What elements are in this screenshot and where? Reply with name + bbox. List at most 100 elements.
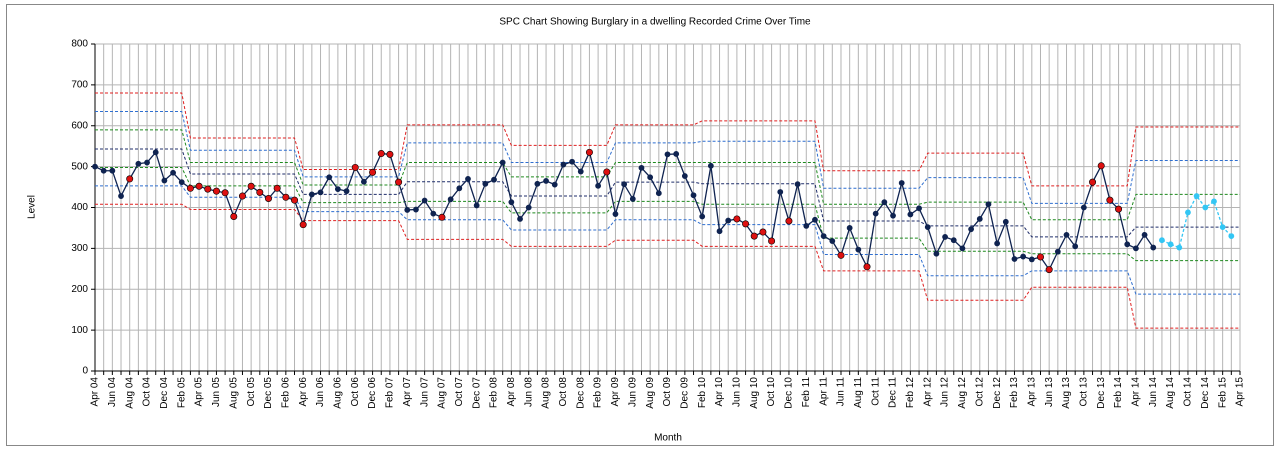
data-point bbox=[777, 189, 784, 195]
flagged-point bbox=[264, 195, 272, 203]
x-tick-label: Apr 12 bbox=[922, 377, 933, 407]
data-point bbox=[109, 167, 116, 174]
data-point bbox=[976, 216, 983, 222]
data-point bbox=[673, 151, 680, 157]
data-point bbox=[1028, 256, 1035, 263]
data-point bbox=[334, 186, 341, 193]
x-tick-label: Aug 13 bbox=[1061, 377, 1072, 409]
flagged-point bbox=[759, 228, 767, 236]
x-tick-label: Dec 10 bbox=[784, 377, 795, 409]
flagged-point bbox=[247, 182, 255, 190]
chart-title: SPC Chart Showing Burglary in a dwelling… bbox=[499, 17, 811, 28]
flagged-point bbox=[1115, 205, 1123, 213]
data-point bbox=[664, 151, 671, 158]
data-point bbox=[465, 175, 471, 182]
x-tick-label: Feb 14 bbox=[1113, 377, 1124, 409]
x-tick-label: Jun 11 bbox=[836, 377, 847, 407]
data-point bbox=[812, 216, 818, 223]
x-tick-label: Jun 10 bbox=[732, 377, 743, 407]
flagged-point bbox=[863, 263, 871, 271]
x-tick-label: Aug 06 bbox=[333, 377, 344, 409]
data-point bbox=[1133, 245, 1139, 252]
data-point bbox=[595, 182, 602, 189]
x-tick-label: Apr 11 bbox=[818, 377, 829, 406]
x-tick-label: Apr 10 bbox=[714, 377, 725, 407]
data-point bbox=[794, 181, 801, 188]
data-point bbox=[716, 228, 723, 235]
y-tick-label: 300 bbox=[71, 243, 88, 254]
data-point bbox=[456, 185, 463, 192]
flagged-point bbox=[256, 188, 264, 196]
y-tick-label: 500 bbox=[71, 161, 88, 172]
x-tick-label: Jun 04 bbox=[107, 377, 118, 407]
flagged-point bbox=[750, 232, 758, 240]
data-point bbox=[482, 180, 489, 187]
flagged-point bbox=[299, 221, 307, 229]
flagged-point bbox=[186, 184, 194, 192]
x-tick-label: Jun 12 bbox=[940, 377, 951, 407]
data-point bbox=[907, 211, 914, 218]
x-tick-label: Oct 06 bbox=[350, 377, 361, 407]
flagged-point bbox=[438, 213, 446, 221]
flagged-point bbox=[768, 237, 776, 245]
data-point bbox=[361, 178, 367, 185]
data-point bbox=[118, 193, 124, 199]
control-limit bbox=[95, 148, 1240, 238]
y-tick-label: 400 bbox=[71, 202, 88, 213]
data-point bbox=[1124, 241, 1131, 248]
flagged-point bbox=[733, 215, 741, 223]
x-tick-label: Oct 14 bbox=[1183, 377, 1194, 407]
data-point bbox=[491, 176, 497, 183]
x-tick-label: Jun 13 bbox=[1044, 377, 1055, 407]
x-tick-label: Apr 07 bbox=[402, 377, 413, 407]
y-tick-label: 600 bbox=[71, 120, 88, 131]
x-tick-label: Dec 11 bbox=[888, 377, 899, 408]
x-tick-label: Oct 05 bbox=[246, 377, 257, 407]
x-tick-label: Feb 08 bbox=[489, 377, 500, 409]
data-point bbox=[881, 199, 888, 206]
chart-frame bbox=[6, 4, 1274, 446]
data-point bbox=[326, 174, 333, 181]
data-point bbox=[473, 202, 480, 209]
data-point bbox=[135, 160, 142, 167]
data-point bbox=[1150, 244, 1157, 251]
data-point bbox=[855, 246, 862, 253]
control-limit bbox=[95, 92, 1240, 187]
x-tick-label: Jun 08 bbox=[523, 377, 534, 407]
data-point bbox=[308, 191, 315, 198]
data-point bbox=[534, 180, 541, 187]
flagged-point bbox=[282, 193, 290, 201]
flagged-point bbox=[1106, 196, 1114, 204]
x-tick-label: Dec 07 bbox=[471, 377, 482, 409]
data-point bbox=[1020, 253, 1027, 260]
data-point bbox=[621, 181, 628, 188]
flagged-point bbox=[742, 220, 750, 228]
data-point bbox=[404, 207, 411, 213]
x-tick-label: Feb 07 bbox=[385, 377, 396, 409]
x-tick-label: Jun 14 bbox=[1148, 377, 1159, 407]
data-point bbox=[681, 173, 688, 179]
data-point bbox=[985, 201, 992, 208]
data-point bbox=[1141, 231, 1148, 238]
x-tick-label: Jun 09 bbox=[627, 377, 638, 407]
x-tick-label: Apr 08 bbox=[506, 377, 517, 407]
x-tick-label: Aug 07 bbox=[437, 377, 448, 409]
x-tick-label: Oct 07 bbox=[454, 377, 465, 407]
data-point bbox=[725, 217, 732, 224]
flagged-point bbox=[1045, 266, 1053, 274]
flagged-point bbox=[204, 185, 212, 193]
flagged-point bbox=[221, 189, 229, 197]
flagged-point bbox=[837, 251, 845, 259]
x-tick-label: Oct 04 bbox=[142, 377, 153, 407]
x-tick-label: Dec 09 bbox=[679, 377, 690, 409]
x-tick-label: Oct 13 bbox=[1079, 377, 1090, 407]
data-line bbox=[1161, 194, 1232, 249]
x-tick-label: Feb 06 bbox=[280, 377, 291, 409]
data-point bbox=[959, 245, 966, 252]
data-point bbox=[499, 159, 506, 166]
y-tick-label: 700 bbox=[71, 80, 88, 91]
flagged-point bbox=[585, 148, 593, 156]
flagged-point bbox=[386, 150, 394, 158]
flagged-point bbox=[238, 192, 246, 200]
